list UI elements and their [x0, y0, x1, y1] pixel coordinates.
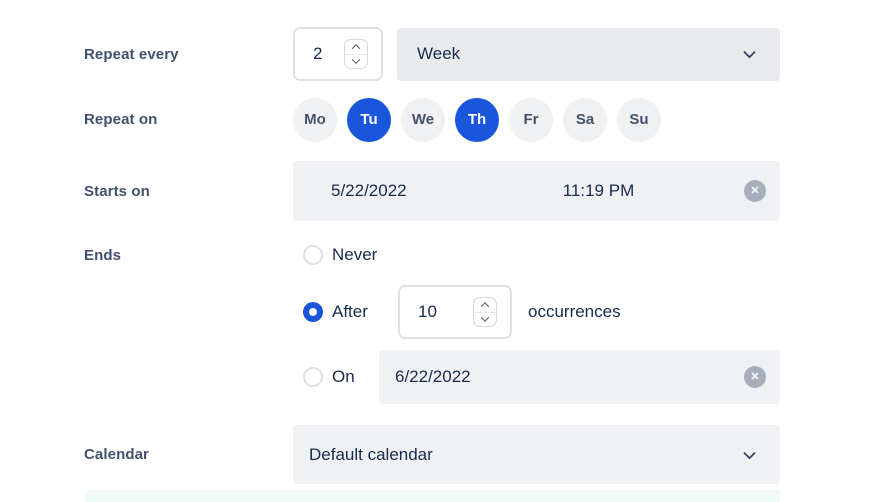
day-pill-fr[interactable]: Fr	[509, 97, 553, 142]
radio-never-label[interactable]: Never	[332, 245, 378, 264]
starts-on-label: Starts on	[84, 182, 150, 200]
calendar-value: Default calendar	[309, 444, 433, 464]
repeat-every-label: Repeat every	[84, 45, 179, 63]
clear-x-icon: ✕	[750, 370, 760, 383]
stepper-up-button[interactable]	[474, 298, 496, 313]
interval-stepper	[344, 39, 368, 69]
ends-on-row: On 6/22/2022 ✕	[84, 350, 780, 404]
day-pill-su[interactable]: Su	[617, 97, 661, 142]
calendar-row: Calendar Default calendar	[84, 425, 780, 484]
repeat-every-row: Repeat every 2 Week	[84, 27, 780, 81]
repeat-on-label: Repeat on	[84, 111, 158, 128]
ends-label: Ends	[84, 246, 122, 264]
chevron-down-small-icon	[480, 313, 490, 323]
chevron-down-icon	[743, 446, 756, 460]
occurrence-stepper	[473, 297, 497, 327]
stepper-down-button[interactable]	[345, 55, 367, 69]
calendar-select[interactable]: Default calendar	[293, 425, 780, 484]
stepper-up-button[interactable]	[345, 40, 367, 55]
radio-after-label[interactable]: After	[332, 302, 368, 321]
chevron-up-icon	[480, 301, 490, 311]
clear-end-date-button[interactable]: ✕	[744, 366, 766, 388]
radio-on-label[interactable]: On	[332, 367, 355, 386]
starts-on-time-input[interactable]: 11:19 PM	[562, 181, 635, 200]
chevron-up-icon	[351, 43, 361, 53]
day-pill-sa[interactable]: Sa	[563, 97, 607, 142]
weekday-pills: Mo Tu We Th Fr Sa Su	[293, 97, 661, 142]
day-pill-th[interactable]: Th	[455, 97, 499, 142]
occurrence-count-value: 10	[418, 302, 437, 321]
clear-starts-on-button[interactable]: ✕	[744, 180, 766, 202]
radio-never[interactable]	[303, 245, 323, 265]
repeat-unit-value: Week	[417, 44, 461, 63]
clear-x-icon: ✕	[750, 184, 760, 197]
interval-value: 2	[313, 44, 323, 63]
stepper-down-button[interactable]	[474, 313, 496, 327]
repeat-on-row: Repeat on Mo Tu We Th Fr Sa Su	[84, 97, 780, 142]
radio-after[interactable]	[303, 302, 323, 322]
interval-input[interactable]: 2	[293, 27, 383, 81]
bottom-cutoff-panel	[85, 490, 780, 502]
day-pill-we[interactable]: We	[401, 97, 445, 142]
recurrence-form: Repeat every 2 Week Repeat on Mo Tu We T…	[84, 0, 780, 502]
end-date-input[interactable]: 6/22/2022	[395, 367, 471, 386]
calendar-label: Calendar	[84, 446, 149, 463]
repeat-unit-select[interactable]: Week	[397, 27, 780, 81]
occurrence-count-input[interactable]: 10	[398, 285, 512, 339]
ends-after-row: After 10 occurrences	[84, 285, 780, 339]
day-pill-tu[interactable]: Tu	[347, 97, 391, 142]
chevron-down-icon	[743, 45, 756, 59]
ends-never-row: Ends Never	[84, 240, 780, 270]
day-pill-mo[interactable]: Mo	[293, 97, 337, 142]
starts-on-row: Starts on 5/22/2022 11:19 PM ✕	[84, 161, 780, 221]
occurrences-suffix-label: occurrences	[528, 302, 621, 321]
starts-on-field: 5/22/2022 11:19 PM ✕	[293, 161, 780, 221]
chevron-down-small-icon	[351, 55, 361, 65]
end-date-field: 6/22/2022 ✕	[379, 350, 780, 404]
radio-on[interactable]	[303, 367, 323, 387]
starts-on-date-input[interactable]: 5/22/2022	[331, 181, 407, 200]
